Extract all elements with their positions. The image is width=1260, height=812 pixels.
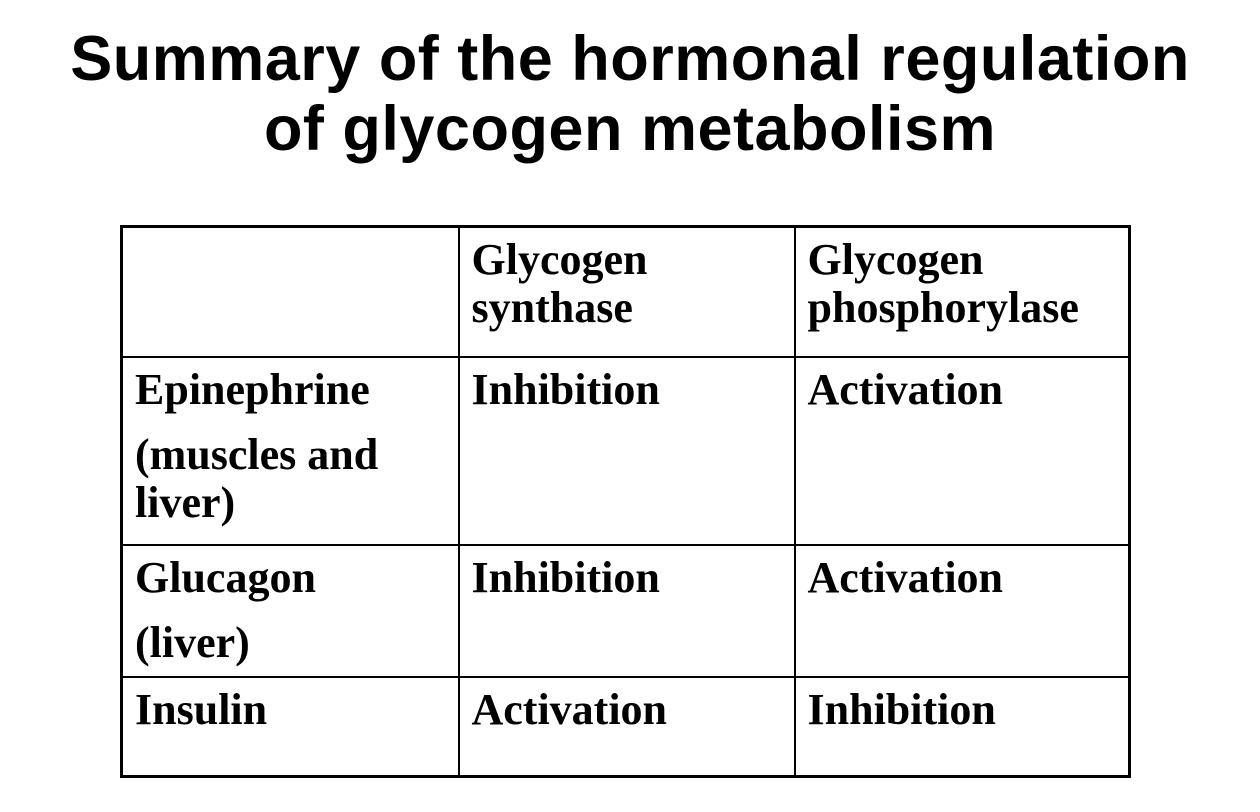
slide-title: Summary of the hormonal regulation of gl… [0,24,1260,164]
hormone-regulation-table: Glycogen synthase Glycogen phosphorylase… [120,225,1131,778]
slide-title-line-2: of glycogen metabolism [263,94,997,164]
table-row-glucagon: Glucagon (liver) Inhibition Activation [120,543,1131,678]
cell-insulin-synthase-effect: Activation [457,675,796,778]
cell-hormone-insulin: Insulin [120,675,460,778]
table-row-insulin: Insulin Activation Inhibition [120,675,1131,778]
header-cell-glycogen-synthase: Glycogen synthase [457,225,796,358]
cell-glucagon-synthase-effect: Inhibition [457,543,796,678]
table-header-row: Glycogen synthase Glycogen phosphorylase [120,225,1131,358]
header-cell-empty [120,225,460,358]
hormone-name: Insulin [135,684,268,734]
cell-epinephrine-phosphorylase-effect: Activation [793,355,1131,546]
hormone-location: (liver) [135,618,250,668]
hormone-name: Glucagon [135,552,316,602]
hormone-name: Epinephrine [135,364,370,414]
cell-glucagon-phosphorylase-effect: Activation [793,543,1131,678]
cell-epinephrine-synthase-effect: Inhibition [457,355,796,546]
cell-hormone-glucagon: Glucagon (liver) [120,543,460,678]
hormone-location: (muscles and liver) [135,430,379,527]
cell-insulin-phosphorylase-effect: Inhibition [793,675,1131,778]
table-row-epinephrine: Epinephrine (muscles and liver) Inhibiti… [120,355,1131,546]
cell-hormone-epinephrine: Epinephrine (muscles and liver) [120,355,460,546]
slide-title-line-1: Summary of the hormonal regulation [70,24,1190,94]
header-cell-glycogen-phosphorylase: Glycogen phosphorylase [793,225,1131,358]
